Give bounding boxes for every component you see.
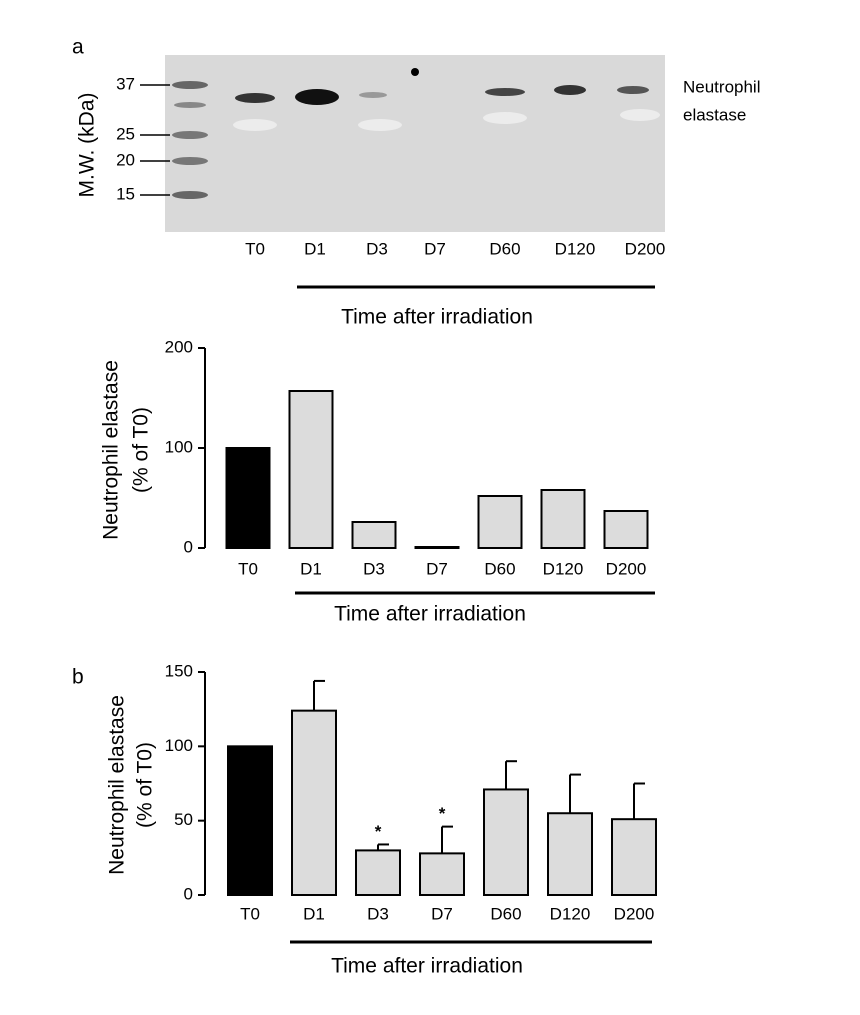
x-tick-label: D200 — [606, 559, 647, 578]
gel-y-label: M.W. (kDa) — [76, 93, 99, 198]
gel-x-label: Time after irradiation — [341, 306, 533, 329]
marker-label: 25 — [116, 124, 135, 143]
y-axis-label: Neutrophil elastase — [100, 360, 123, 540]
y-tick-label: 50 — [174, 810, 193, 829]
marker-label: 20 — [116, 150, 135, 169]
marker-label: 15 — [116, 184, 135, 203]
bar — [288, 390, 334, 549]
x-tick-label: D3 — [363, 559, 385, 578]
significance: * — [375, 822, 382, 841]
lane-label: D1 — [304, 239, 326, 258]
bar — [414, 546, 460, 549]
x-tick-label: T0 — [240, 904, 260, 923]
y-tick-label: 150 — [165, 661, 193, 680]
marker-label: 37 — [116, 74, 135, 93]
y-tick-label: 200 — [165, 337, 193, 356]
x-tick-label: D7 — [431, 904, 453, 923]
bar — [225, 447, 271, 549]
x-tick-label: D120 — [543, 559, 584, 578]
panel-label: b — [72, 666, 84, 689]
panel-label: a — [72, 36, 84, 59]
x-tick-label: D7 — [426, 559, 448, 578]
bar — [419, 852, 465, 897]
y-tick-label: 100 — [165, 736, 193, 755]
lane-label: D120 — [555, 239, 596, 258]
band-label: elastase — [683, 105, 746, 124]
lane-label: T0 — [245, 239, 265, 258]
lane-label: D3 — [366, 239, 388, 258]
x-tick-label: T0 — [238, 559, 258, 578]
bar — [355, 849, 401, 897]
x-tick-label: D3 — [367, 904, 389, 923]
bar — [227, 745, 273, 896]
bar — [477, 495, 523, 549]
y-axis-label: (% of T0) — [134, 742, 157, 828]
gel-image — [165, 55, 665, 232]
y-tick-label: 0 — [184, 537, 193, 556]
bar — [611, 818, 657, 896]
lane-label: D7 — [424, 239, 446, 258]
band-label: Neutrophil — [683, 77, 761, 96]
x-tick-label: D120 — [550, 904, 591, 923]
bar — [547, 812, 593, 897]
y-tick-label: 100 — [165, 437, 193, 456]
lane-label: D60 — [489, 239, 520, 258]
bar — [291, 709, 337, 896]
x-tick-label: D1 — [303, 904, 325, 923]
bar — [603, 510, 649, 549]
x-tick-label: D1 — [300, 559, 322, 578]
significance: * — [439, 804, 446, 823]
x-axis-label: Time after irradiation — [331, 955, 523, 978]
bar — [540, 489, 586, 549]
bar — [351, 521, 397, 549]
x-tick-label: D200 — [614, 904, 655, 923]
y-axis-label: Neutrophil elastase — [106, 695, 129, 875]
bar — [483, 788, 529, 896]
y-tick-label: 0 — [184, 884, 193, 903]
x-tick-label: D60 — [490, 904, 521, 923]
x-tick-label: D60 — [484, 559, 515, 578]
x-axis-label: Time after irradiation — [334, 603, 526, 626]
lane-label: D200 — [625, 239, 666, 258]
y-axis-label: (% of T0) — [130, 407, 153, 493]
